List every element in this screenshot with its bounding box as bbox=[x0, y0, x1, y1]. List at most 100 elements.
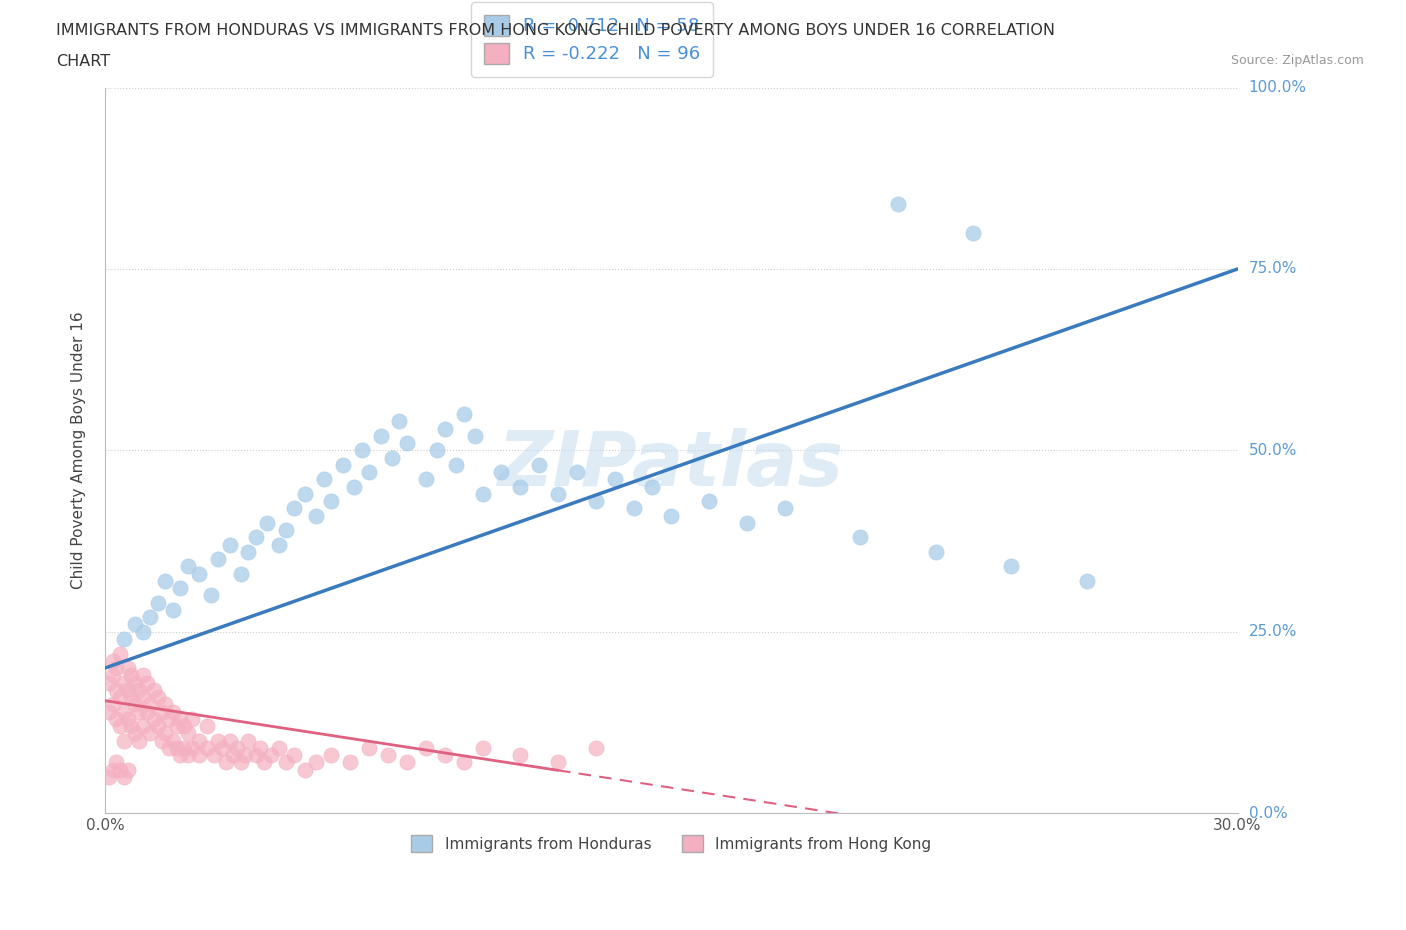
Point bbox=[117, 683, 139, 698]
Point bbox=[229, 755, 252, 770]
Point bbox=[426, 443, 449, 458]
Point bbox=[143, 683, 166, 698]
Point bbox=[105, 660, 128, 675]
Point bbox=[453, 755, 475, 770]
Point bbox=[294, 486, 316, 501]
Point bbox=[139, 726, 162, 741]
Point bbox=[585, 740, 607, 755]
Point bbox=[117, 660, 139, 675]
Point bbox=[294, 763, 316, 777]
Point bbox=[359, 740, 381, 755]
Point bbox=[105, 683, 128, 698]
Point bbox=[188, 566, 211, 581]
Point bbox=[132, 668, 155, 683]
Point bbox=[146, 719, 169, 734]
Point bbox=[312, 472, 335, 486]
Point bbox=[350, 443, 373, 458]
Point bbox=[218, 733, 240, 748]
Point bbox=[101, 763, 124, 777]
Point bbox=[211, 740, 233, 755]
Y-axis label: Child Poverty Among Boys Under 16: Child Poverty Among Boys Under 16 bbox=[72, 312, 86, 590]
Point bbox=[509, 479, 531, 494]
Point bbox=[321, 748, 343, 763]
Point bbox=[491, 465, 513, 480]
Point bbox=[124, 726, 146, 741]
Point bbox=[173, 740, 195, 755]
Point bbox=[1000, 559, 1022, 574]
Point bbox=[155, 726, 177, 741]
Point bbox=[128, 683, 150, 698]
Point bbox=[200, 588, 222, 603]
Point bbox=[603, 472, 626, 486]
Text: 0.0%: 0.0% bbox=[1249, 805, 1288, 820]
Point bbox=[207, 733, 229, 748]
Text: CHART: CHART bbox=[56, 54, 110, 69]
Point bbox=[173, 719, 195, 734]
Point bbox=[166, 719, 188, 734]
Point bbox=[267, 538, 290, 552]
Point bbox=[252, 755, 274, 770]
Point bbox=[697, 494, 720, 509]
Point bbox=[135, 675, 157, 690]
Point bbox=[143, 711, 166, 726]
Point bbox=[108, 763, 131, 777]
Point bbox=[887, 196, 910, 211]
Point bbox=[150, 733, 173, 748]
Point bbox=[120, 719, 142, 734]
Point bbox=[112, 675, 135, 690]
Point bbox=[101, 668, 124, 683]
Point bbox=[108, 719, 131, 734]
Point bbox=[415, 472, 437, 486]
Point bbox=[962, 225, 984, 240]
Text: 100.0%: 100.0% bbox=[1249, 80, 1306, 95]
Point bbox=[124, 617, 146, 631]
Point bbox=[128, 733, 150, 748]
Point bbox=[215, 755, 238, 770]
Point bbox=[359, 465, 381, 480]
Point bbox=[641, 479, 664, 494]
Point bbox=[195, 719, 218, 734]
Point bbox=[388, 414, 411, 429]
Point bbox=[135, 704, 157, 719]
Point bbox=[162, 603, 184, 618]
Point bbox=[132, 624, 155, 639]
Point bbox=[105, 755, 128, 770]
Point bbox=[1076, 574, 1098, 589]
Text: 50.0%: 50.0% bbox=[1249, 443, 1296, 458]
Point bbox=[139, 697, 162, 711]
Text: Source: ZipAtlas.com: Source: ZipAtlas.com bbox=[1230, 54, 1364, 67]
Point bbox=[433, 421, 456, 436]
Point bbox=[139, 610, 162, 625]
Point bbox=[177, 559, 200, 574]
Point bbox=[471, 740, 494, 755]
Point bbox=[195, 740, 218, 755]
Point bbox=[169, 580, 191, 595]
Point bbox=[128, 704, 150, 719]
Point bbox=[162, 733, 184, 748]
Point bbox=[157, 711, 180, 726]
Text: IMMIGRANTS FROM HONDURAS VS IMMIGRANTS FROM HONG KONG CHILD POVERTY AMONG BOYS U: IMMIGRANTS FROM HONDURAS VS IMMIGRANTS F… bbox=[56, 23, 1056, 38]
Point bbox=[180, 711, 202, 726]
Point bbox=[120, 668, 142, 683]
Point bbox=[108, 646, 131, 661]
Point bbox=[226, 740, 249, 755]
Point bbox=[370, 429, 392, 444]
Point bbox=[659, 508, 682, 523]
Point bbox=[162, 704, 184, 719]
Point bbox=[124, 675, 146, 690]
Point bbox=[238, 544, 260, 559]
Point bbox=[245, 530, 267, 545]
Point bbox=[395, 755, 418, 770]
Point bbox=[188, 733, 211, 748]
Point bbox=[249, 740, 271, 755]
Point bbox=[415, 740, 437, 755]
Point bbox=[623, 501, 645, 516]
Point bbox=[132, 719, 155, 734]
Point bbox=[585, 494, 607, 509]
Point bbox=[305, 508, 328, 523]
Point bbox=[177, 748, 200, 763]
Point bbox=[169, 711, 191, 726]
Point bbox=[339, 755, 361, 770]
Point bbox=[169, 748, 191, 763]
Point bbox=[112, 704, 135, 719]
